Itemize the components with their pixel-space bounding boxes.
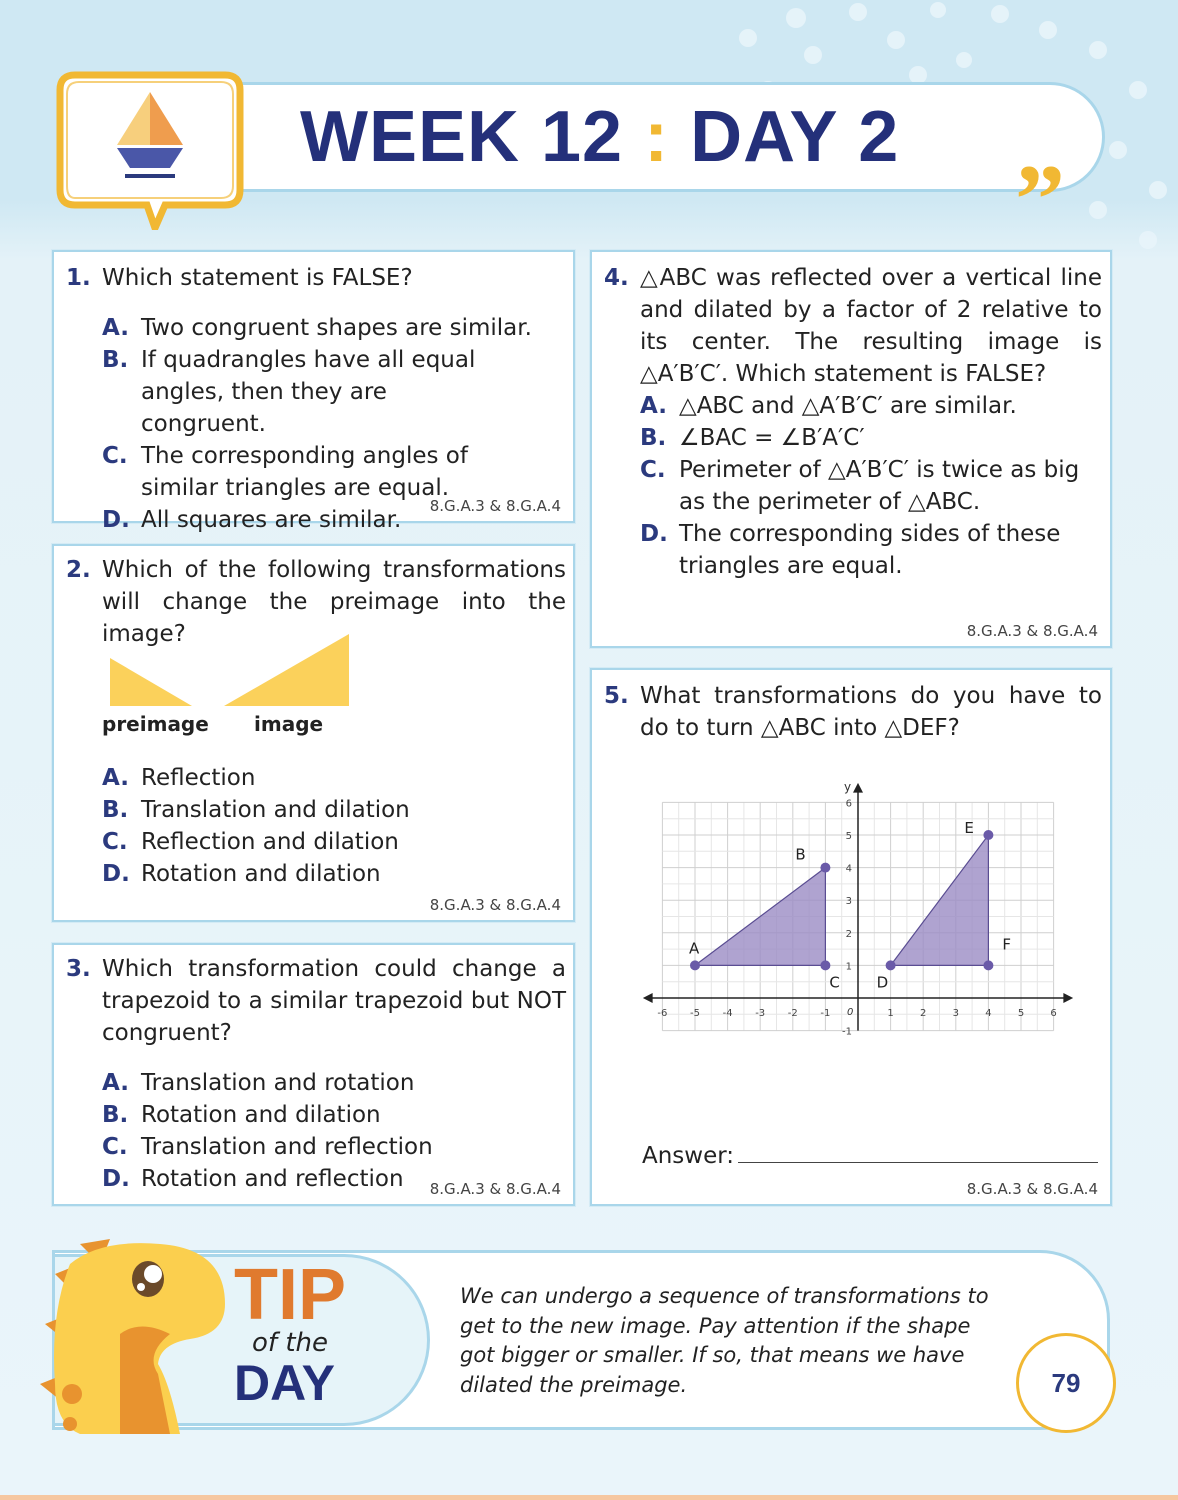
vertex-label-e: E (964, 819, 973, 837)
standard-label: 8.G.A.3 & 8.G.A.4 (966, 622, 1098, 640)
triangle-def (889, 833, 990, 967)
triangle-abc (693, 866, 827, 967)
vertex-b (820, 862, 831, 873)
y-tick-label: 1 (846, 961, 852, 972)
x-tick-label: 5 (1018, 1008, 1024, 1019)
pen-nib-icon (117, 92, 183, 178)
origin-label: 0 (847, 1007, 853, 1018)
option-b[interactable]: B. Translation and dilation (102, 797, 410, 823)
x-tick-label: -1 (820, 1008, 830, 1019)
option-c[interactable]: C. Perimeter of △A′B′C′ is twice as big a… (640, 457, 1080, 515)
option-a[interactable]: A. Two congruent shapes are similar. (102, 315, 532, 341)
x-tick-label: 1 (887, 1008, 893, 1019)
of-the-word: of the (252, 1328, 328, 1358)
option-a[interactable]: A. Translation and rotation (102, 1070, 415, 1096)
image-triangle (224, 634, 349, 706)
vertex-f (983, 960, 994, 971)
option-d[interactable]: D. Rotation and dilation (102, 861, 381, 887)
y-tick-label: -1 (842, 1027, 852, 1038)
page-number: 79 (1016, 1333, 1116, 1433)
x-tick-label: 6 (1050, 1008, 1056, 1019)
question-4-box: 4. △ABC was reflected over a vertical lin… (590, 250, 1112, 648)
question-3-box: 3. Which transformation could change a tr… (52, 943, 575, 1206)
option-c[interactable]: C. Translation and reflection (102, 1134, 433, 1160)
standard-label: 8.G.A.3 & 8.G.A.4 (429, 497, 561, 515)
x-tick-label: -6 (657, 1008, 667, 1019)
option-a[interactable]: A. Reflection (102, 765, 256, 791)
y-axis-arrow (853, 782, 863, 793)
dinosaur-mascot (40, 1239, 225, 1434)
y-axis-label: y (844, 780, 851, 794)
x-axis-arrow-right (1063, 993, 1074, 1003)
vertex-e (983, 830, 994, 840)
x-axis-arrow-left (642, 993, 653, 1003)
vertex-label-c: C (829, 973, 839, 991)
x-tick-label: -5 (690, 1008, 700, 1019)
option-d[interactable]: D. All squares are similar. (102, 507, 402, 533)
header-banner (215, 82, 1105, 192)
footer-strip (0, 1495, 1178, 1500)
option-c[interactable]: C. Reflection and dilation (102, 829, 399, 855)
tip-word: TIP (234, 1255, 347, 1335)
x-tick-label: 4 (985, 1008, 991, 1019)
x-tick-label: 3 (953, 1008, 959, 1019)
x-tick-label: -3 (755, 1008, 765, 1019)
vertex-label-d: D (877, 973, 889, 991)
y-tick-label: 6 (846, 798, 852, 809)
x-tick-label: 2 (920, 1008, 926, 1019)
option-b[interactable]: B. ∠BAC = ∠B′A′C′ (640, 425, 865, 451)
standard-label: 8.G.A.3 & 8.G.A.4 (966, 1180, 1098, 1198)
question-2-box: 2. Which of the following transformations… (52, 544, 575, 922)
vertex-label-a: A (689, 939, 700, 957)
standard-label: 8.G.A.3 & 8.G.A.4 (429, 1180, 561, 1198)
vertex-a (690, 960, 700, 971)
option-d[interactable]: D. The corresponding sides of these trian… (640, 521, 1061, 579)
option-b[interactable]: B. Rotation and dilation (102, 1102, 381, 1128)
day-word: DAY (234, 1355, 335, 1411)
option-d[interactable]: D. Rotation and reflection (102, 1166, 404, 1192)
y-tick-label: 3 (846, 896, 852, 907)
vertex-d (885, 960, 896, 971)
vertex-label-b: B (795, 846, 805, 864)
question-1-box: 1. Which statement is FALSE? A. Two congru… (52, 250, 575, 533)
y-tick-label: 4 (846, 864, 852, 875)
quote-mark-icon: ” (1015, 144, 1065, 255)
answer-line[interactable] (738, 1162, 1098, 1163)
option-b[interactable]: B. If quadrangles have all equal angles, … (102, 347, 476, 437)
option-a[interactable]: A. △ABC and △A′B′C′ are similar. (640, 393, 1017, 419)
y-tick-label: 5 (846, 831, 852, 842)
x-tick-label: -2 (788, 1008, 798, 1019)
answer-label: Answer: (642, 1143, 735, 1169)
preimage-label: preimage (102, 712, 209, 736)
preimage-image-figure (110, 634, 349, 706)
vertex-c (820, 960, 831, 971)
speech-bubble-logo (56, 71, 244, 230)
preimage-triangle (110, 658, 192, 706)
x-tick-label: -4 (723, 1008, 733, 1019)
option-c[interactable]: C. The corresponding angles of similar tr… (102, 443, 468, 501)
tip-title: TIP of the DAY (234, 1255, 404, 1411)
image-label: image (254, 712, 324, 736)
page-title: WEEK 12 : DAY 2 (300, 97, 900, 177)
vertex-label-f: F (1002, 935, 1011, 953)
standard-label: 8.G.A.3 & 8.G.A.4 (429, 896, 561, 914)
tip-text: We can undergo a sequence of transformat… (460, 1284, 989, 1397)
y-tick-label: 2 (846, 929, 852, 940)
question-5-box: 5. What transformations do you have to do… (590, 668, 1112, 1206)
